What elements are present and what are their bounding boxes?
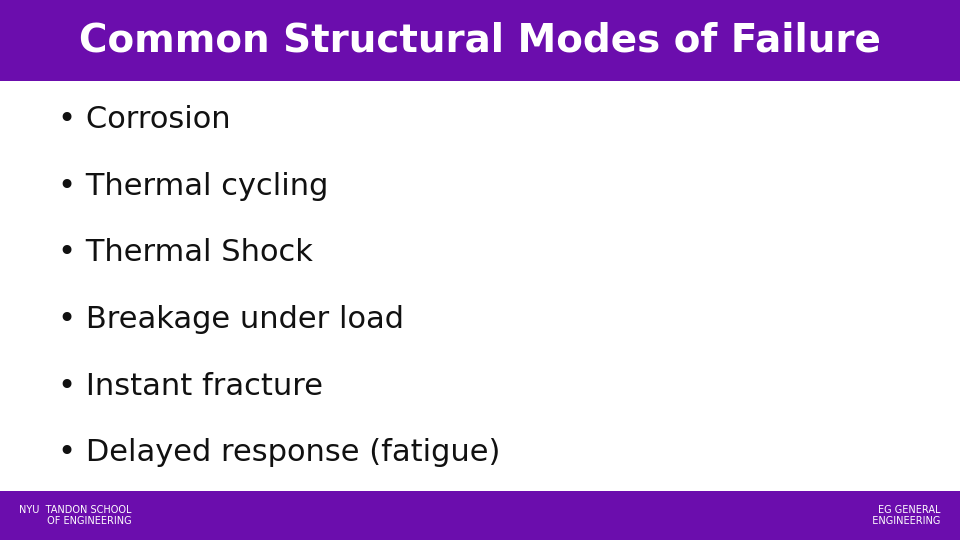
Text: • Thermal cycling: • Thermal cycling xyxy=(58,172,328,201)
Text: Common Structural Modes of Failure: Common Structural Modes of Failure xyxy=(79,22,881,59)
Text: • Instant fracture: • Instant fracture xyxy=(58,372,323,401)
FancyBboxPatch shape xyxy=(0,491,960,540)
Text: EG GENERAL
  ENGINEERING: EG GENERAL ENGINEERING xyxy=(867,505,941,526)
FancyBboxPatch shape xyxy=(0,0,960,81)
Text: NYU  TANDON SCHOOL
         OF ENGINEERING: NYU TANDON SCHOOL OF ENGINEERING xyxy=(19,505,132,526)
Text: • Breakage under load: • Breakage under load xyxy=(58,305,403,334)
Text: • Thermal Shock: • Thermal Shock xyxy=(58,238,312,267)
Text: • Delayed response (fatigue): • Delayed response (fatigue) xyxy=(58,438,500,467)
Text: • Corrosion: • Corrosion xyxy=(58,105,230,134)
